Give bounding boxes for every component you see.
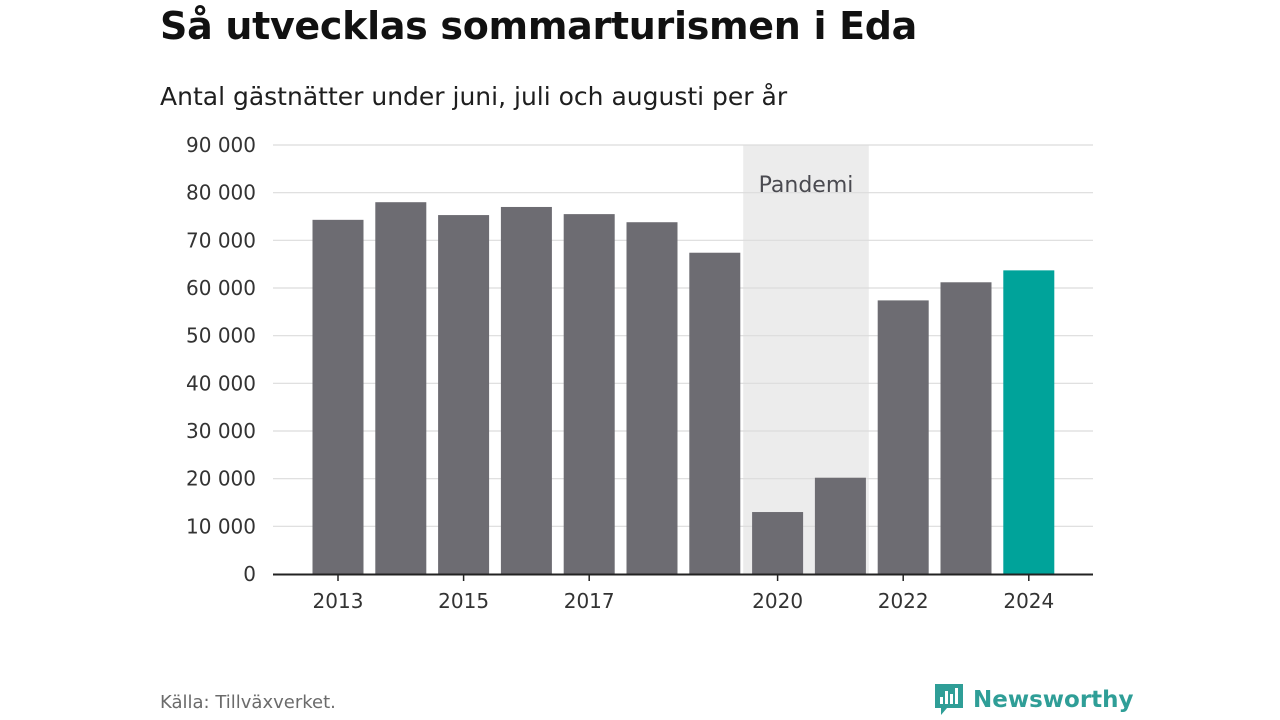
newsworthy-logo-icon [935, 684, 963, 715]
y-tick-label: 40 000 [186, 371, 256, 395]
source-note: Källa: Tillväxverket. [160, 692, 336, 713]
y-tick-label: 10 000 [186, 514, 256, 538]
y-tick-label: 90 000 [186, 133, 256, 157]
bar-2018 [626, 222, 678, 574]
x-tick-label: 2013 [313, 589, 364, 613]
y-tick-label: 20 000 [186, 467, 256, 491]
bar-2021 [814, 477, 866, 574]
chart-title: Så utvecklas sommarturismen i Eda [160, 4, 918, 48]
bar-2019 [689, 252, 741, 574]
bar-2015 [438, 215, 490, 574]
bar-2017 [563, 214, 615, 574]
y-tick-label: 0 [243, 562, 256, 586]
brand-logo: Newsworthy [933, 682, 1134, 718]
y-tick-label: 60 000 [186, 276, 256, 300]
bar-2022 [877, 300, 929, 574]
y-tick-label: 70 000 [186, 228, 256, 252]
bar-2014 [375, 202, 427, 574]
bar-2020 [752, 512, 804, 574]
pandemic-label: Pandemi [759, 173, 854, 198]
y-tick-label: 30 000 [186, 419, 256, 443]
y-tick-label: 50 000 [186, 324, 256, 348]
brand-name: Newsworthy [973, 687, 1134, 713]
y-tick-label: 80 000 [186, 181, 256, 205]
x-tick-label: 2024 [1003, 589, 1054, 613]
x-tick-label: 2022 [878, 589, 929, 613]
x-tick-label: 2015 [438, 589, 489, 613]
bar-2023 [940, 282, 992, 574]
bar-2016 [500, 206, 552, 574]
chart-subtitle: Antal gästnätter under juni, juli och au… [160, 82, 788, 111]
bar-2013 [312, 219, 364, 574]
bar-2024 [1003, 270, 1055, 574]
x-tick-label: 2020 [752, 589, 803, 613]
x-tick-label: 2017 [564, 589, 615, 613]
